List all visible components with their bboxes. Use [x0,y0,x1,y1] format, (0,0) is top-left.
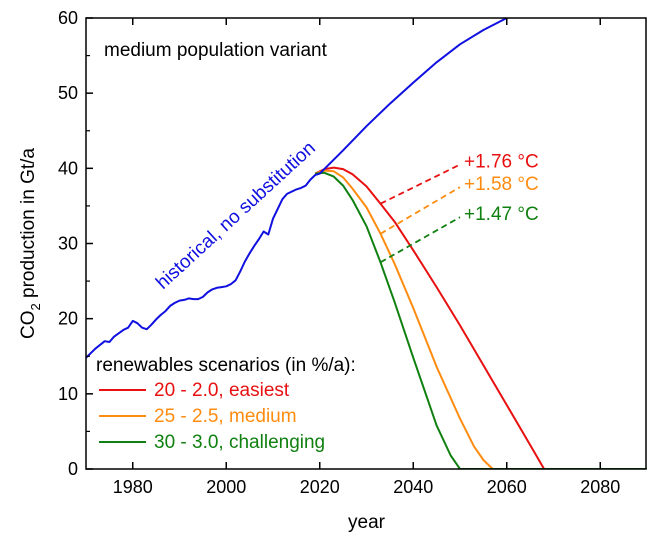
axis-tick-labels: 1980 2000 2020 2040 2060 2080 0 10 20 30 40 50 60 [58,8,620,497]
temperature-label-easiest: +1.76 °C [464,152,539,173]
temperature-connector-easiest [380,163,461,205]
series-line-challenging [315,171,647,469]
temperature-connector-layer [380,163,461,264]
y-axis-title-prefix: CO [18,311,39,340]
y-tick-label: 40 [58,158,78,178]
x-tick-label: 1980 [113,477,153,497]
plot-frame [85,17,647,470]
x-tick-label: 2060 [487,477,527,497]
y-axis-title-subscript: 2 [28,303,43,310]
temperature-label-challenging: +1.47 °C [464,204,539,225]
plot-series-layer [86,18,647,469]
legend: renewables scenarios (in %/a): 20 - 2.0,… [96,355,356,453]
y-tick-label: 10 [58,384,78,404]
y-axis-title-suffix: production in Gt/a [18,148,39,304]
series-line-medium [314,169,647,469]
x-tick-label: 2040 [393,477,433,497]
x-tick-label: 2080 [580,477,620,497]
y-tick-label: 30 [58,234,78,254]
legend-label-challenging: 30 - 3.0, challenging [154,432,325,453]
x-axis-title: year [348,512,386,533]
historical-series-label: historical, no substitution [152,138,320,294]
y-axis-title: CO2 production in Gt/a [18,148,43,339]
population-variant-annotation: medium population variant [104,40,328,61]
x-tick-label: 2000 [206,477,246,497]
temperature-labels: +1.76 °C+1.58 °C +1.47 °C [464,152,539,226]
series-line-easiest [314,166,647,469]
temperature-label-medium: +1.58 °C [464,174,539,195]
legend-label-medium: 25 - 2.5, medium [154,406,297,427]
temperature-connector-medium [380,186,461,235]
axis-ticks [86,17,601,470]
temperature-connector-challenging [380,216,461,264]
y-tick-label: 50 [58,83,78,103]
y-tick-label: 60 [58,8,78,28]
x-tick-label: 2020 [300,477,340,497]
series-line-historical [86,18,509,359]
legend-label-easiest: 20 - 2.0, easiest [154,380,290,401]
legend-title: renewables scenarios (in %/a): [96,355,356,376]
y-tick-label: 20 [58,309,78,329]
y-tick-label: 0 [68,459,78,479]
